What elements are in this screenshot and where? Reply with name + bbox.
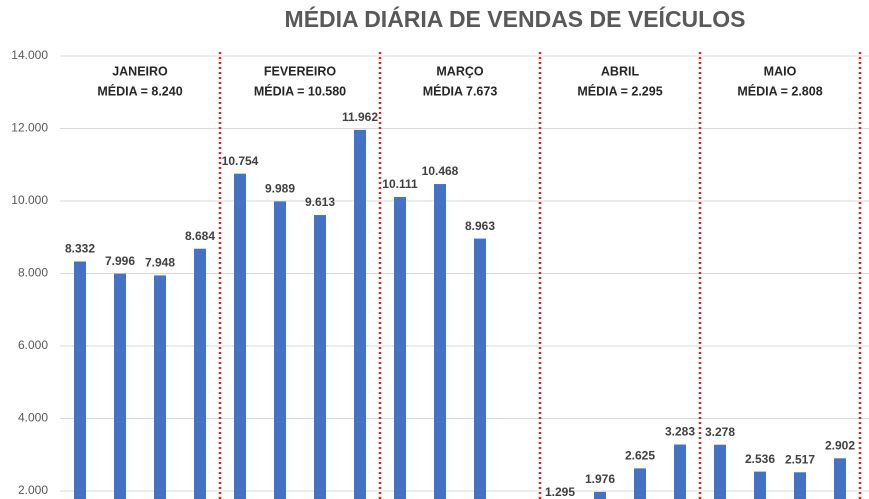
bar [274, 201, 286, 499]
y-tick-label: 10.000 [11, 193, 48, 207]
value-label: 8.963 [465, 219, 495, 233]
bar [474, 238, 486, 499]
month-annotation: MÉDIA = 2.808 [737, 83, 822, 98]
value-label: 1.976 [585, 472, 615, 486]
month-annotation: FEVEREIRO [264, 64, 337, 78]
bar [354, 129, 366, 499]
value-label: 10.111 [382, 177, 418, 191]
chart-title: MÉDIA DIÁRIA DE VENDAS DE VEÍCULOS [285, 5, 746, 32]
month-annotation: MARÇO [436, 64, 483, 78]
y-tick-label: 14.000 [11, 48, 48, 62]
month-annotation: MÉDIA = 10.580 [254, 83, 346, 98]
month-annotation: JANEIRO [112, 64, 168, 78]
y-tick-label: 6.000 [18, 338, 48, 352]
value-label: 10.468 [422, 164, 459, 178]
value-label: 3.278 [705, 425, 735, 439]
value-label: 2.517 [785, 452, 815, 466]
value-label: 2.902 [825, 438, 855, 452]
value-label: 7.996 [105, 254, 135, 268]
bar [314, 215, 326, 499]
bar [234, 173, 246, 499]
month-annotation: ABRIL [601, 64, 640, 78]
month-annotation: MÉDIA 7.673 [423, 83, 498, 98]
value-label: 2.625 [625, 449, 655, 463]
value-label: 9.989 [265, 182, 295, 196]
month-annotation: MAIO [764, 64, 797, 78]
y-tick-label: 12.000 [11, 121, 48, 135]
bar [834, 458, 846, 499]
value-label: 7.948 [145, 256, 175, 270]
month-annotation: MÉDIA = 2.295 [577, 83, 662, 98]
bar [194, 248, 206, 499]
y-tick-label: 2.000 [18, 483, 48, 497]
bar [154, 275, 166, 499]
bar [594, 491, 606, 499]
bar [674, 444, 686, 499]
bar [74, 261, 86, 499]
y-tick-label: 4.000 [18, 411, 48, 425]
month-annotation: MÉDIA = 8.240 [97, 83, 182, 98]
value-label: 9.613 [305, 195, 335, 209]
bar [754, 471, 766, 499]
value-label: 1.295 [545, 485, 575, 499]
bar [434, 184, 446, 499]
bar [714, 444, 726, 499]
value-label: 8.684 [185, 229, 215, 243]
value-label: 10.754 [222, 154, 259, 168]
value-label: 11.962 [342, 110, 378, 124]
value-label: 8.332 [65, 242, 95, 256]
bar [794, 472, 806, 499]
y-tick-label: 8.000 [18, 266, 48, 280]
bar [634, 468, 646, 499]
value-label: 3.283 [665, 425, 695, 439]
bar [114, 273, 126, 499]
bar [394, 196, 406, 499]
value-label: 2.536 [745, 452, 775, 466]
